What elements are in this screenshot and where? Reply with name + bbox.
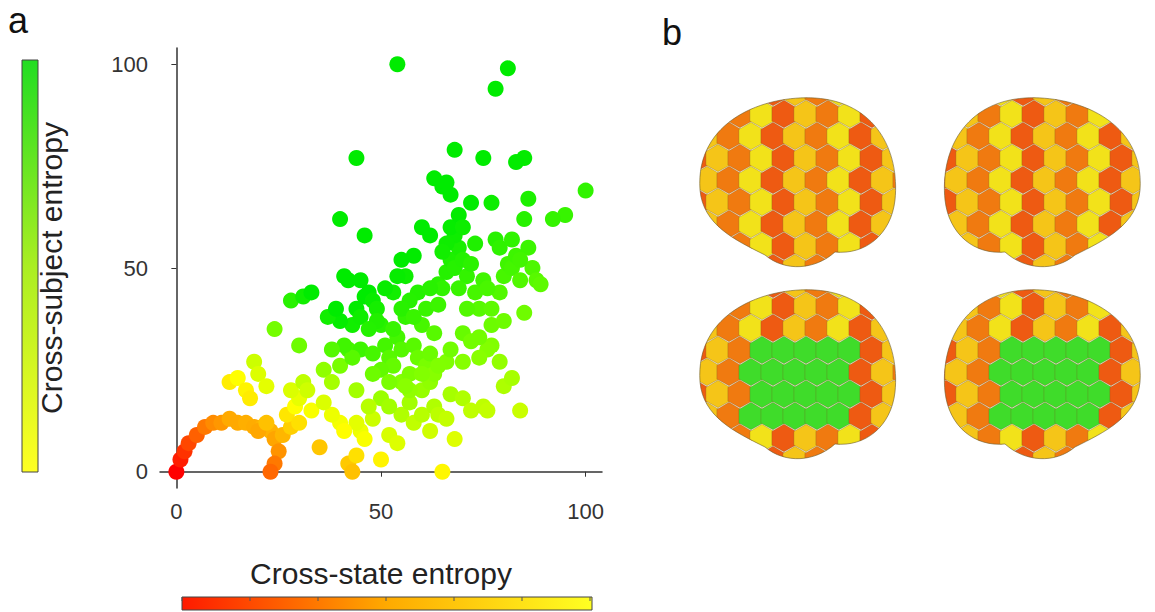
svg-text:Cross-state entropy: Cross-state entropy <box>250 557 512 590</box>
svg-text:a: a <box>8 0 29 41</box>
svg-text:0: 0 <box>136 459 148 484</box>
svg-text:50: 50 <box>124 256 148 281</box>
svg-text:100: 100 <box>111 52 148 77</box>
svg-text:50: 50 <box>369 499 393 524</box>
svg-text:Cross-subject entropy: Cross-subject entropy <box>35 122 68 414</box>
svg-text:b: b <box>662 12 682 53</box>
svg-text:0: 0 <box>170 499 182 524</box>
svg-text:100: 100 <box>567 499 604 524</box>
